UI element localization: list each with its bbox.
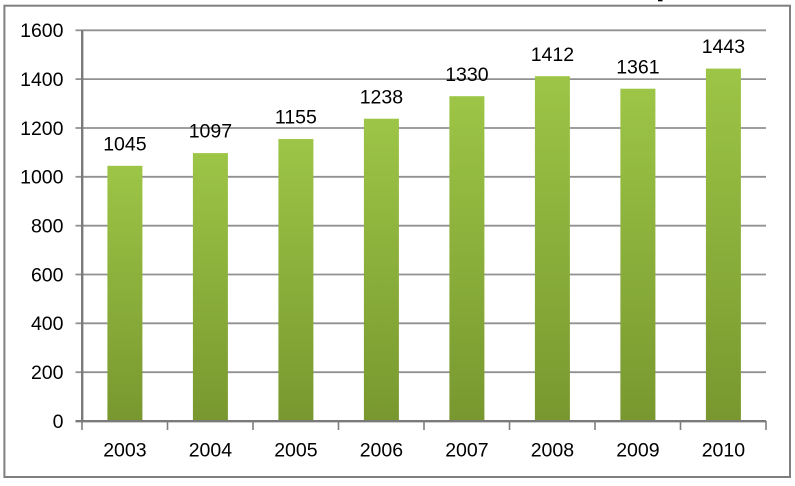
svg-text:1045: 1045 xyxy=(103,133,147,155)
svg-text:800: 800 xyxy=(31,216,64,238)
svg-text:1238: 1238 xyxy=(360,86,403,108)
svg-text:1443: 1443 xyxy=(702,36,745,58)
svg-text:1097: 1097 xyxy=(189,121,232,143)
svg-text:2009: 2009 xyxy=(616,440,659,462)
svg-text:1361: 1361 xyxy=(616,56,659,78)
svg-text:1200: 1200 xyxy=(20,118,64,140)
svg-text:1155: 1155 xyxy=(275,107,317,129)
svg-text:1600: 1600 xyxy=(20,20,64,42)
svg-text:2004: 2004 xyxy=(189,440,233,462)
svg-text:2003: 2003 xyxy=(103,440,146,462)
svg-text:1000: 1000 xyxy=(20,167,64,189)
svg-text:2010: 2010 xyxy=(702,440,746,462)
svg-text:1400: 1400 xyxy=(20,69,64,91)
svg-text:600: 600 xyxy=(31,264,64,286)
svg-text:1412: 1412 xyxy=(531,44,574,66)
svg-text:2008: 2008 xyxy=(531,440,574,462)
svg-text:400: 400 xyxy=(31,313,64,335)
svg-text:200: 200 xyxy=(31,362,64,384)
svg-text:2006: 2006 xyxy=(360,440,403,462)
svg-text:2007: 2007 xyxy=(445,440,488,462)
svg-text:1330: 1330 xyxy=(445,64,489,86)
svg-text:0: 0 xyxy=(53,411,64,433)
svg-text:2005: 2005 xyxy=(274,440,318,462)
